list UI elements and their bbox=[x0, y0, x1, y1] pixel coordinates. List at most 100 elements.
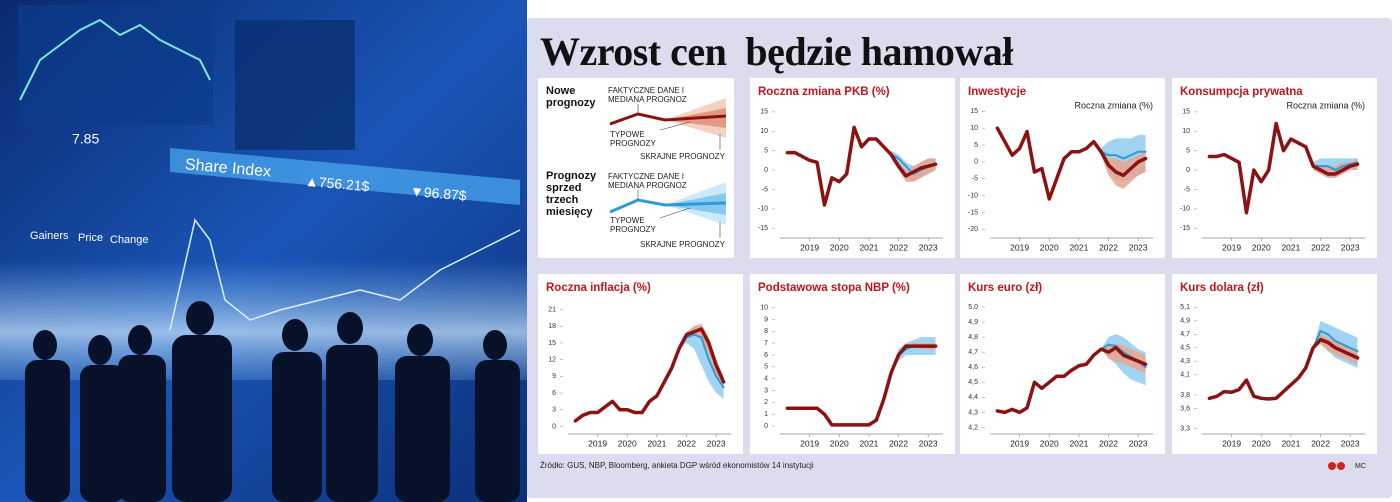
x-tick-label: 2019 bbox=[800, 438, 819, 448]
legend-item: SKRAJNE PROGNOZY bbox=[640, 152, 725, 161]
y-tick-label: 4,5 bbox=[968, 379, 978, 386]
y-tick-label: 5,0 bbox=[968, 304, 978, 311]
x-tick-label: 2022 bbox=[1099, 438, 1118, 448]
x-tick-label: 2020 bbox=[1040, 242, 1059, 252]
photo-text: ▼96.87$ bbox=[409, 183, 467, 204]
leader bbox=[659, 121, 691, 131]
y-tick-label: -10 bbox=[758, 206, 768, 213]
series-line bbox=[1312, 161, 1359, 172]
x-tick-label: 2023 bbox=[919, 242, 938, 252]
x-tick-label: 2023 bbox=[1341, 242, 1360, 252]
chart-title: Konsumpcja prywatna bbox=[1180, 86, 1303, 98]
chart-subtitle: Roczna zmiana (%) bbox=[1286, 100, 1365, 110]
y-tick-label: 4,9 bbox=[1180, 318, 1190, 325]
x-tick-label: 2019 bbox=[1222, 438, 1241, 448]
y-tick-label: 3 bbox=[764, 387, 768, 394]
y-tick-label: 8 bbox=[764, 328, 768, 335]
y-tick-label: 21 bbox=[548, 306, 556, 313]
y-tick-label: 18 bbox=[548, 323, 556, 330]
chart: Roczna zmiana PKB (%) -15 -10 -5 0 5 10 15 2019 2… bbox=[750, 78, 955, 258]
chart-title: Kurs euro (zł) bbox=[968, 282, 1042, 294]
chart: Inwestycje Roczna zmiana (%) -20 -15 -10 -5 0 5… bbox=[960, 78, 1165, 258]
y-tick-label: -10 bbox=[968, 192, 978, 199]
y-tick-label: 0 bbox=[1186, 167, 1190, 174]
y-tick-label: -5 bbox=[972, 176, 978, 183]
y-tick-label: 10 bbox=[760, 304, 768, 311]
legend-item: FAKTYCZNE DANE I MEDIANA PROGNOZ bbox=[608, 86, 687, 104]
y-tick-label: 15 bbox=[760, 109, 768, 116]
x-tick-label: 2021 bbox=[1069, 438, 1088, 448]
y-tick-label: 0 bbox=[974, 159, 978, 166]
y-tick-label: 15 bbox=[970, 108, 978, 115]
logo bbox=[1328, 462, 1336, 470]
y-tick-label: 3 bbox=[552, 407, 556, 414]
chart-subtitle: Roczna zmiana (%) bbox=[1074, 100, 1153, 110]
y-tick-label: 15 bbox=[1182, 109, 1190, 116]
y-tick-label: -5 bbox=[762, 186, 768, 193]
legend-item: TYPOWE PROGNOZY bbox=[610, 216, 656, 234]
x-tick-label: 2020 bbox=[1040, 438, 1059, 448]
x-tick-label: 2019 bbox=[1222, 242, 1241, 252]
share-index-banner bbox=[170, 148, 520, 205]
series-line bbox=[995, 345, 1148, 415]
x-tick-label: 2021 bbox=[1281, 242, 1300, 252]
x-tick-label: 2020 bbox=[830, 242, 849, 252]
chart-card bbox=[1172, 274, 1377, 454]
y-tick-label: 9 bbox=[552, 373, 556, 380]
x-tick-label: 2021 bbox=[1281, 438, 1300, 448]
x-tick-label: 2020 bbox=[830, 438, 849, 448]
series-line bbox=[995, 126, 1148, 201]
y-tick-label: 10 bbox=[760, 128, 768, 135]
chart-title: Podstawowa stopa NBP (%) bbox=[758, 282, 910, 294]
legend-group-title: Nowe prognozy bbox=[546, 85, 596, 109]
x-tick-label: 2019 bbox=[1010, 438, 1029, 448]
legend-key-old bbox=[609, 182, 727, 238]
chart-title: Roczna inflacja (%) bbox=[546, 282, 651, 294]
screen-chart bbox=[19, 18, 211, 101]
x-tick-label: 2019 bbox=[588, 438, 607, 448]
x-tick-label: 2019 bbox=[1010, 242, 1029, 252]
legend-key-new bbox=[609, 98, 727, 150]
x-tick-label: 2020 bbox=[1252, 438, 1271, 448]
legend-group-title: Prognozy sprzed trzech miesięcy bbox=[546, 170, 597, 218]
x-tick-label: 2020 bbox=[1252, 242, 1271, 252]
x-tick-label: 2022 bbox=[889, 438, 908, 448]
series-line bbox=[573, 327, 726, 423]
y-tick-label: 4,9 bbox=[968, 319, 978, 326]
x-tick-label: 2022 bbox=[677, 438, 696, 448]
forecast-band bbox=[891, 150, 936, 182]
y-tick-label: 5 bbox=[974, 142, 978, 149]
y-tick-label: 3,3 bbox=[1180, 425, 1190, 432]
photo: Share Index ▲756.21$ ▼96.87$ 7.85 Gainer… bbox=[0, 0, 527, 502]
screen bbox=[18, 5, 213, 125]
screen bbox=[235, 20, 355, 150]
chart-title: Kurs dolara (zł) bbox=[1180, 282, 1264, 294]
y-tick-label: 0 bbox=[764, 167, 768, 174]
x-tick-label: 2022 bbox=[1099, 242, 1118, 252]
series-line bbox=[785, 344, 938, 427]
photo-text: 7.85 bbox=[72, 131, 99, 147]
y-tick-label: 4 bbox=[764, 376, 768, 383]
chart: Kurs dolara (zł) 3,3 3,6 3,8 4,1 4,3 4,5 4,7 4,9… bbox=[1172, 274, 1377, 454]
y-tick-label: 2 bbox=[764, 399, 768, 406]
chart: Konsumpcja prywatna Roczna zmiana (%) -15 -… bbox=[1172, 78, 1377, 258]
y-tick-label: -20 bbox=[968, 226, 978, 233]
legend-item: SKRAJNE PROGNOZY bbox=[640, 240, 725, 249]
y-tick-label: 5 bbox=[764, 148, 768, 155]
legend-item: TYPOWE PROGNOZY bbox=[610, 130, 656, 148]
y-tick-label: 4,6 bbox=[968, 364, 978, 371]
y-tick-label: 6 bbox=[764, 352, 768, 359]
y-tick-label: 5 bbox=[764, 364, 768, 371]
y-tick-label: 15 bbox=[548, 340, 556, 347]
series-line bbox=[1207, 337, 1360, 401]
chart-title: Roczna zmiana PKB (%) bbox=[758, 86, 890, 98]
x-tick-label: 2022 bbox=[1311, 242, 1330, 252]
leader bbox=[659, 207, 691, 219]
forecast-band bbox=[679, 326, 724, 399]
x-tick-label: 2023 bbox=[1129, 438, 1148, 448]
y-tick-label: 0 bbox=[764, 423, 768, 430]
y-tick-label: 3,6 bbox=[1180, 405, 1190, 412]
y-tick-label: 7 bbox=[764, 340, 768, 347]
